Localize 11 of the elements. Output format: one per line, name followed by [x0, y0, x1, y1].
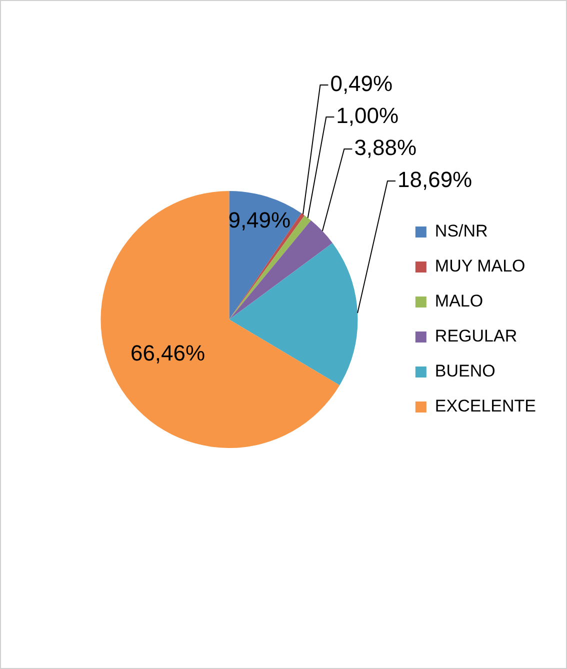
- legend-label: EXCELENTE: [434, 396, 536, 416]
- legend-label: MALO: [434, 292, 484, 311]
- data-label: 3,88%: [354, 135, 417, 160]
- data-label: 18,69%: [398, 167, 472, 192]
- legend-label: MUY MALO: [434, 256, 526, 276]
- data-label: 1,00%: [336, 103, 399, 128]
- legend-label: NS/NR: [434, 222, 488, 241]
- data-label: 0,49%: [330, 71, 393, 96]
- legend-label: BUENO: [434, 362, 496, 381]
- legend-label: REGULAR: [434, 326, 518, 346]
- data-label: 66,46%: [130, 340, 206, 366]
